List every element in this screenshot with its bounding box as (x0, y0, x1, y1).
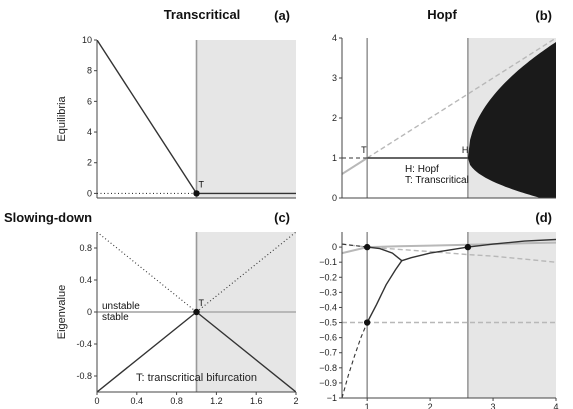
series-line-0 (97, 311, 197, 392)
y-tick-label: 4 (332, 33, 337, 43)
y-tick-label: 8 (87, 66, 92, 76)
x-tick-label: 4 (553, 402, 558, 409)
x-tick-label: 0 (94, 396, 99, 406)
y-axis-label: Equilibria (56, 95, 68, 141)
series-line-2 (97, 232, 197, 313)
x-tick-label: 3 (491, 402, 496, 409)
point-marker (193, 190, 200, 197)
x-tick-label: 0.4 (131, 396, 144, 406)
point-label: H (462, 145, 469, 155)
series-line-3 (196, 232, 296, 313)
series-line-4 (366, 260, 403, 323)
heading-slowing-down: Slowing-down (4, 210, 92, 225)
region-label: unstable (102, 301, 140, 312)
y-tick-label: −1 (327, 393, 337, 403)
y-tick-label: 10 (82, 35, 92, 45)
x-tick-label: 2 (293, 396, 298, 406)
x-tick-label: 2 (428, 402, 433, 409)
y-tick-label: 0 (332, 193, 337, 203)
y-tick-label: 0 (87, 307, 92, 317)
x-tick-label: 0.8 (170, 396, 183, 406)
point-label: T (361, 145, 367, 155)
y-tick-label: 2 (332, 113, 337, 123)
region-label: stable (102, 312, 129, 323)
panel-c: -0.8 -0.4 0 0.4 0.8 0 0.4 0.8 1.2 1.6 2 T (c) Eigenva… (56, 210, 299, 406)
legend-annotation: H: Hopf (405, 164, 439, 175)
heading-hopf: Hopf (427, 7, 457, 22)
y-tick-label: 0 (87, 188, 92, 198)
region-label: T: transcritical bifurcation (136, 372, 257, 384)
x-tick-label: 1 (365, 402, 370, 409)
plot-area (342, 238, 556, 398)
series-line-2 (342, 243, 556, 263)
shaded-region (196, 40, 296, 198)
x-tick-label: 1.6 (250, 396, 263, 406)
series-line-5 (467, 238, 556, 248)
series-line-1 (342, 241, 556, 255)
point-marker (363, 243, 371, 251)
y-tick-label: 3 (332, 73, 337, 83)
panel-letter: (a) (274, 8, 290, 23)
legend-annotation: T: Transcritical (405, 175, 469, 186)
point-marker (363, 319, 371, 326)
y-tick-label: 6 (87, 96, 92, 106)
point-marker (193, 308, 200, 316)
y-tick-label: −0.2 (319, 272, 337, 282)
panel-d: −1 −0.9 −0.8 −0.7 −0.6 −0.5 −0.4 −0.3 −0.2 −0.1 0 1… (319, 210, 558, 409)
panel-letter: (b) (535, 8, 552, 23)
y-tick-label: −0.1 (319, 257, 337, 267)
series-line-6 (342, 322, 368, 398)
y-tick-label: −0.4 (319, 302, 337, 312)
y-tick-label: -0.8 (76, 371, 92, 381)
plot-area (97, 40, 296, 195)
series-line-0 (97, 40, 198, 194)
y-tick-label: −0.9 (319, 378, 337, 388)
y-tick-label: −0.5 (319, 318, 337, 328)
heading-transcritical: Transcritical (164, 7, 241, 22)
y-tick-label: -0.4 (76, 339, 92, 349)
y-tick-label: 0 (332, 242, 337, 252)
y-tick-label: −0.6 (319, 333, 337, 343)
shaded-region (467, 232, 556, 398)
y-tick-label: 1 (332, 153, 337, 163)
y-tick-label: −0.8 (319, 363, 337, 373)
y-tick-label: 0.8 (79, 243, 92, 253)
limit-cycle-region (467, 42, 556, 198)
plot-area (97, 232, 296, 392)
panel-a: 0 2 4 6 8 10 T (a) Equilibria (56, 8, 296, 199)
y-tick-label: 0.4 (79, 275, 92, 285)
series-line-7 (342, 243, 368, 248)
plot-area (342, 38, 556, 198)
series-line-1 (366, 38, 556, 159)
point-marker (464, 243, 472, 251)
series-line-1 (196, 311, 296, 392)
point-label: T (199, 179, 205, 189)
y-tick-label: 2 (87, 158, 92, 168)
panel-letter: (c) (274, 210, 290, 225)
series-line-0 (342, 157, 368, 175)
y-tick-label: −0.7 (319, 348, 337, 358)
y-tick-label: 4 (87, 127, 92, 137)
point-label: T (199, 298, 205, 308)
y-tick-label: −0.3 (319, 287, 337, 297)
panel-letter: (d) (535, 210, 552, 225)
x-tick-label: 1.2 (210, 396, 223, 406)
y-axis-label: Eigenvalue (56, 285, 68, 339)
series-line-3 (367, 246, 469, 262)
